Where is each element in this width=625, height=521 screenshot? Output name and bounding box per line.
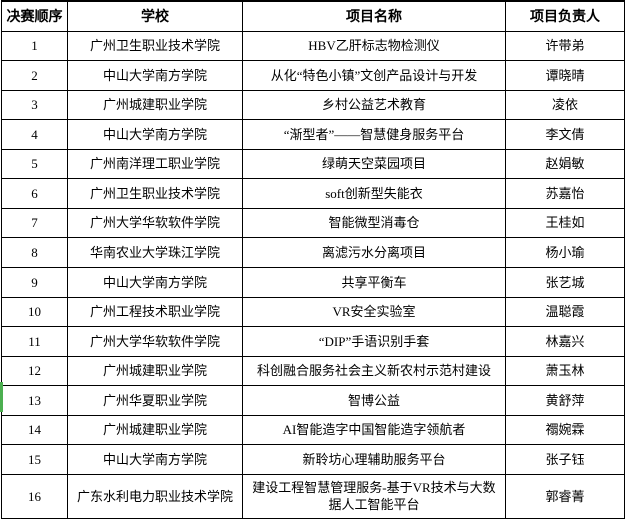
cell-leader[interactable]: 张子钰 [505,444,625,475]
cell-project[interactable]: 新聆坊心理辅助服务平台 [242,444,506,475]
cell-order[interactable]: 11 [1,326,68,357]
cell-order[interactable]: 2 [1,60,68,91]
cell-school[interactable]: 广州大学华软软件学院 [67,207,243,239]
table-row: 11 广州大学华软软件学院 “DIP”手语识别手套 林嘉兴 [1,326,625,357]
cell-order[interactable]: 15 [1,444,68,475]
cell-leader[interactable]: 杨小瑜 [505,237,625,268]
cell-project[interactable]: 绿萌天空菜园项目 [242,148,506,180]
cell-school[interactable]: 广州南洋理工职业学院 [67,148,243,180]
cell-order[interactable]: 16 [1,473,68,520]
table-row: 8 华南农业大学珠江学院 离滤污水分离项目 杨小瑜 [1,237,625,268]
cell-school[interactable]: 华南农业大学珠江学院 [67,237,243,268]
cell-project[interactable]: HBV乙肝标志物检测仪 [242,30,506,62]
cell-project[interactable]: 共享平衡车 [242,267,506,298]
cell-project[interactable]: VR安全实验室 [242,296,506,328]
cell-order[interactable]: 9 [1,267,68,298]
cell-leader[interactable]: 李文倩 [505,119,625,150]
cell-leader[interactable]: 禤婉霖 [505,414,625,446]
cell-school[interactable]: 广州城建职业学院 [67,414,243,446]
table-row: 15 中山大学南方学院 新聆坊心理辅助服务平台 张子钰 [1,444,625,475]
cell-project[interactable]: 离滤污水分离项目 [242,237,506,268]
cell-order[interactable]: 6 [1,178,68,209]
header-row: 决赛顺序 学校 项目名称 项目负责人 [1,0,625,32]
cell-leader[interactable]: 温聪霞 [505,296,625,328]
table-body: 1 广州卫生职业技术学院 HBV乙肝标志物检测仪 许带弟 2 中山大学南方学院 从化“特色小… [1,30,625,520]
column-header-leader[interactable]: 项目负责人 [505,0,625,32]
table-row: 7 广州大学华软软件学院 智能微型消毒仓 王桂如 [1,207,625,239]
cell-school[interactable]: 广州城建职业学院 [67,89,243,121]
column-header-school[interactable]: 学校 [67,0,243,32]
cell-leader[interactable]: 赵娟敏 [505,148,625,180]
cell-leader[interactable]: 谭晓晴 [505,60,625,91]
cell-project[interactable]: 科创融合服务社会主义新农村示范村建设 [242,355,506,387]
table-row: 9 中山大学南方学院 共享平衡车 张艺城 [1,267,625,298]
cell-leader[interactable]: 王桂如 [505,207,625,239]
table-row: 16 广东水利电力职业技术学院 建设工程智慧管理服务-基于VR技术与大数据人工智能平… [1,473,625,520]
cell-order[interactable]: 14 [1,414,68,446]
cell-project[interactable]: AI智能造字中国智能造字领航者 [242,414,506,446]
cell-order[interactable]: 3 [1,89,68,121]
cell-order[interactable]: 4 [1,119,68,150]
cell-project[interactable]: 建设工程智慧管理服务-基于VR技术与大数据人工智能平台 [242,473,506,520]
cell-order[interactable]: 7 [1,207,68,239]
selected-row-indicator [0,382,3,412]
column-header-order[interactable]: 决赛顺序 [1,0,68,32]
table-row: 2 中山大学南方学院 从化“特色小镇”文创产品设计与开发 谭晓晴 [1,60,625,91]
cell-leader[interactable]: 许带弟 [505,30,625,62]
cell-order[interactable]: 5 [1,148,68,180]
table-row: 3 广州城建职业学院 乡村公益艺术教育 凌依 [1,89,625,121]
cell-school[interactable]: 广州华夏职业学院 [67,385,243,416]
cell-leader[interactable]: 张艺城 [505,267,625,298]
cell-project[interactable]: 智博公益 [242,385,506,416]
table-row: 4 中山大学南方学院 “渐型者”——智慧健身服务平台 李文倩 [1,119,625,150]
table-row: 6 广州卫生职业技术学院 soft创新型失能衣 苏嘉怡 [1,178,625,209]
cell-school[interactable]: 广州卫生职业技术学院 [67,30,243,62]
cell-leader[interactable]: 林嘉兴 [505,326,625,357]
cell-leader[interactable]: 萧玉林 [505,355,625,387]
cell-project[interactable]: 智能微型消毒仓 [242,207,506,239]
cell-leader[interactable]: 苏嘉怡 [505,178,625,209]
cell-project[interactable]: soft创新型失能衣 [242,178,506,209]
cell-school[interactable]: 中山大学南方学院 [67,444,243,475]
cell-order[interactable]: 13 [1,385,68,416]
cell-leader[interactable]: 黄舒萍 [505,385,625,416]
cell-school[interactable]: 广州城建职业学院 [67,355,243,387]
cell-order[interactable]: 12 [1,355,68,387]
cell-school[interactable]: 广州大学华软软件学院 [67,326,243,357]
column-header-project[interactable]: 项目名称 [242,0,506,32]
cell-school[interactable]: 广东水利电力职业技术学院 [67,473,243,520]
table-row: 13 广州华夏职业学院 智博公益 黄舒萍 [1,385,625,416]
cell-school[interactable]: 中山大学南方学院 [67,60,243,91]
cell-leader[interactable]: 凌依 [505,89,625,121]
cell-order[interactable]: 10 [1,296,68,328]
table-row: 10 广州工程技术职业学院 VR安全实验室 温聪霞 [1,296,625,328]
cell-project[interactable]: “DIP”手语识别手套 [242,326,506,357]
cell-leader[interactable]: 郭睿菁 [505,473,625,520]
cell-order[interactable]: 8 [1,237,68,268]
table-row: 5 广州南洋理工职业学院 绿萌天空菜园项目 赵娟敏 [1,148,625,180]
table-row: 14 广州城建职业学院 AI智能造字中国智能造字领航者 禤婉霖 [1,414,625,446]
cell-school[interactable]: 广州工程技术职业学院 [67,296,243,328]
cell-order[interactable]: 1 [1,30,68,62]
cell-project[interactable]: 从化“特色小镇”文创产品设计与开发 [242,60,506,91]
cell-project[interactable]: 乡村公益艺术教育 [242,89,506,121]
table-row: 12 广州城建职业学院 科创融合服务社会主义新农村示范村建设 萧玉林 [1,355,625,387]
cell-school[interactable]: 中山大学南方学院 [67,267,243,298]
cell-school[interactable]: 广州卫生职业技术学院 [67,178,243,209]
table-row: 1 广州卫生职业技术学院 HBV乙肝标志物检测仪 许带弟 [1,30,625,62]
cell-project[interactable]: “渐型者”——智慧健身服务平台 [242,119,506,150]
cell-school[interactable]: 中山大学南方学院 [67,119,243,150]
